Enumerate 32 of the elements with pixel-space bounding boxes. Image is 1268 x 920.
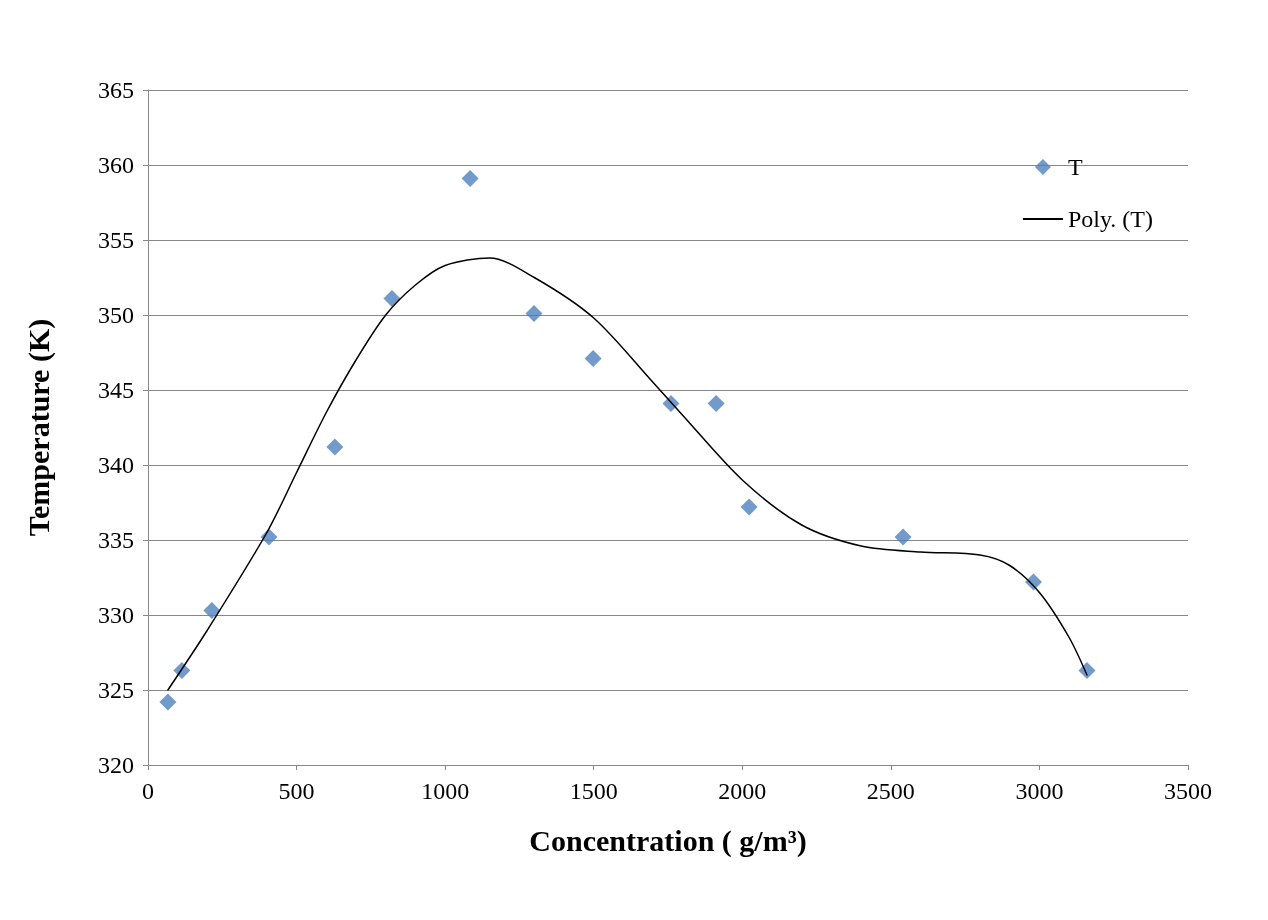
point — [326, 438, 344, 456]
y-tick-label: 330 — [98, 602, 134, 628]
point — [203, 602, 221, 619]
y-tick-label: 365 — [98, 77, 134, 103]
y-tick-label: 350 — [98, 302, 134, 328]
x-tick-label: 2000 — [718, 778, 767, 804]
point — [383, 290, 401, 307]
x-tick-label: 3000 — [1015, 778, 1064, 804]
y-tick-label: 325 — [98, 677, 134, 703]
point — [740, 498, 758, 516]
legend-label: T — [1067, 154, 1083, 180]
legend-label: Poly. (T) — [1067, 206, 1154, 232]
y-tick-label: 340 — [98, 452, 134, 478]
x-tick-label: 3500 — [1164, 778, 1212, 804]
x-axis-title: Concentration ( g/m³) — [529, 823, 807, 858]
x-tick-label: 0 — [142, 778, 154, 804]
point — [707, 395, 725, 412]
x-tick-label: 1500 — [569, 778, 618, 804]
x-tick-label: 500 — [278, 778, 315, 804]
point — [525, 305, 543, 322]
point — [461, 170, 479, 187]
y-tick-label: 345 — [98, 377, 134, 403]
point — [159, 693, 177, 711]
y-tick-label: 320 — [98, 752, 134, 778]
y-tick-label: 335 — [98, 527, 134, 553]
y-tick-label: 360 — [98, 152, 134, 178]
y-tick-label: 355 — [98, 227, 134, 253]
x-tick-label: 2500 — [866, 778, 915, 804]
point — [894, 528, 912, 546]
point — [584, 350, 602, 367]
x-tick-label: 1000 — [421, 778, 470, 804]
y-axis-title: Temperature (K) — [21, 318, 56, 537]
